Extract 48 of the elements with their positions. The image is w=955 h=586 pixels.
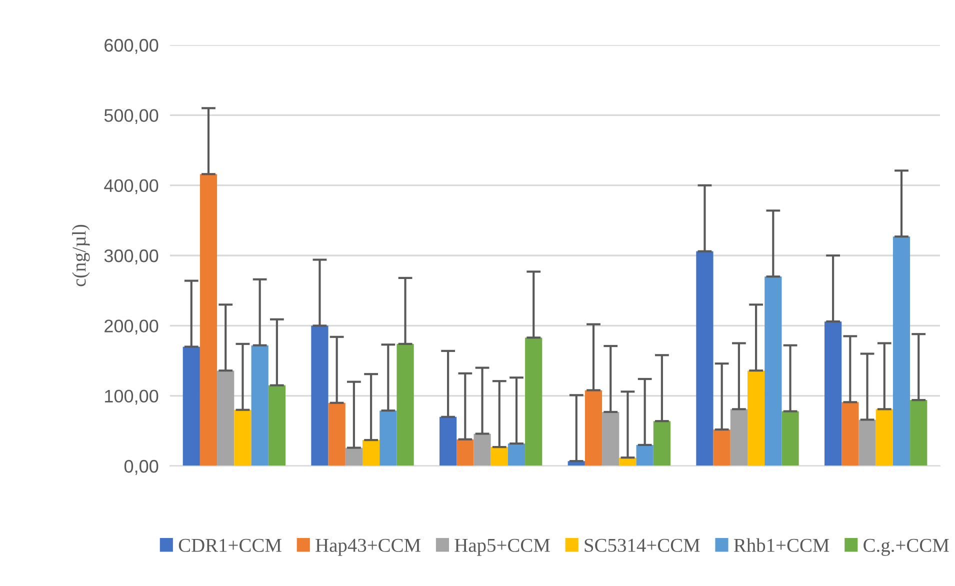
legend-label: Rhb1+CCM	[734, 538, 830, 552]
bar	[362, 440, 380, 466]
bar	[858, 420, 876, 466]
legend-label: Hap43+CCM	[316, 538, 420, 556]
bar	[584, 390, 602, 466]
legend-label: C.g.+CCM	[864, 538, 949, 556]
bar	[653, 421, 670, 466]
legend-label: Hap5+CCM	[454, 538, 550, 556]
y-tick-label: 500,00	[104, 109, 158, 124]
bar	[328, 402, 346, 466]
bar	[456, 439, 474, 466]
bar	[730, 409, 748, 466]
bar	[824, 321, 842, 466]
y-tick-label: 400,00	[104, 179, 158, 194]
bar	[764, 276, 782, 466]
bar	[876, 409, 893, 466]
bar	[200, 174, 218, 466]
bar	[380, 410, 397, 466]
y-tick-label: 600,00	[104, 38, 158, 54]
bar	[345, 448, 362, 466]
bar	[311, 326, 328, 466]
bar	[440, 416, 457, 466]
legend-label: SC5314+CCM	[584, 538, 700, 552]
legend-label: CDR1+CCM	[178, 538, 282, 552]
bar	[525, 338, 542, 466]
bar	[251, 345, 268, 466]
bar	[217, 370, 234, 466]
bar	[842, 402, 859, 466]
y-tick-label: 100,00	[105, 390, 158, 405]
bar	[268, 385, 286, 466]
bar	[508, 444, 526, 466]
bar	[474, 434, 491, 466]
bar	[892, 236, 910, 466]
bar	[182, 346, 200, 466]
bar	[490, 447, 508, 466]
y-axis-title: c(ng/µl)	[72, 224, 90, 286]
bar	[782, 411, 799, 466]
bar	[713, 430, 730, 466]
y-tick-label: 300,00	[104, 249, 158, 264]
bar	[910, 400, 928, 466]
bar	[234, 410, 252, 466]
bar	[602, 412, 620, 466]
bar	[696, 251, 714, 466]
bar	[396, 344, 414, 466]
bar	[748, 370, 765, 466]
y-tick-label: 0,00	[124, 460, 158, 475]
bar	[636, 444, 654, 466]
y-tick-label: 200,00	[104, 320, 158, 335]
